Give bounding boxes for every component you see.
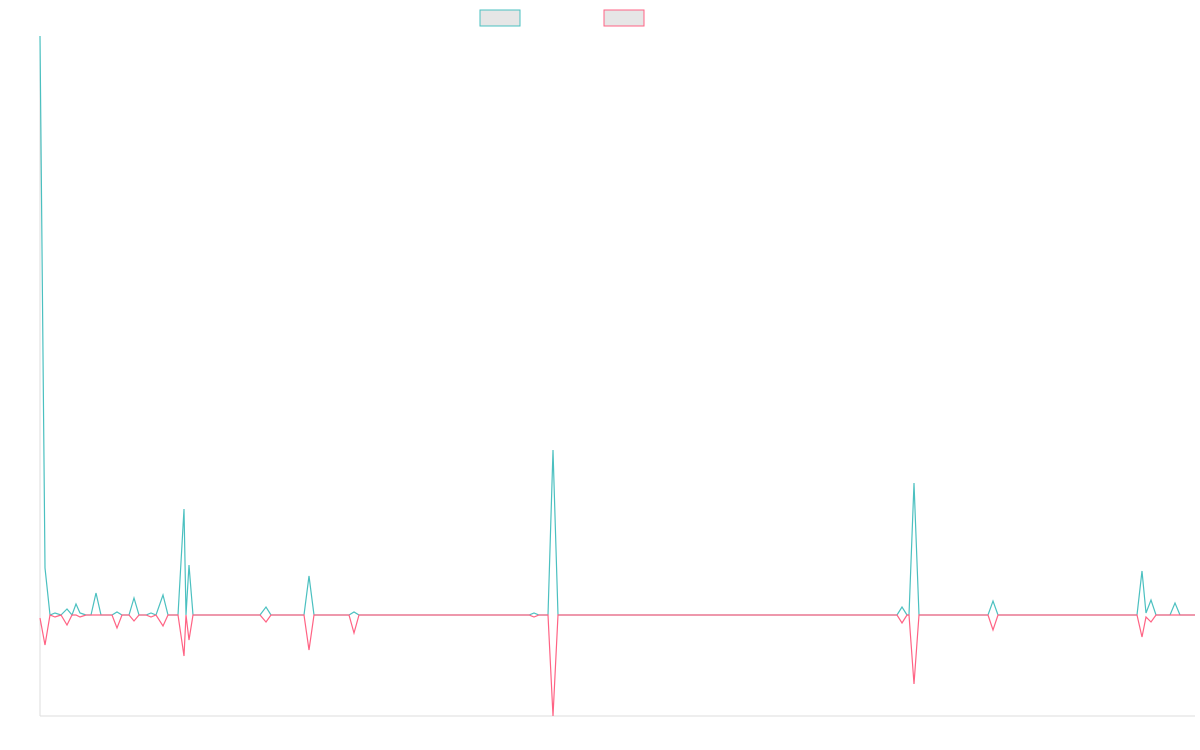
- series-line: [39, 614, 1195, 717]
- legend-swatch: [603, 9, 645, 27]
- legend-swatch: [479, 9, 521, 27]
- series-line: [39, 35, 1195, 617]
